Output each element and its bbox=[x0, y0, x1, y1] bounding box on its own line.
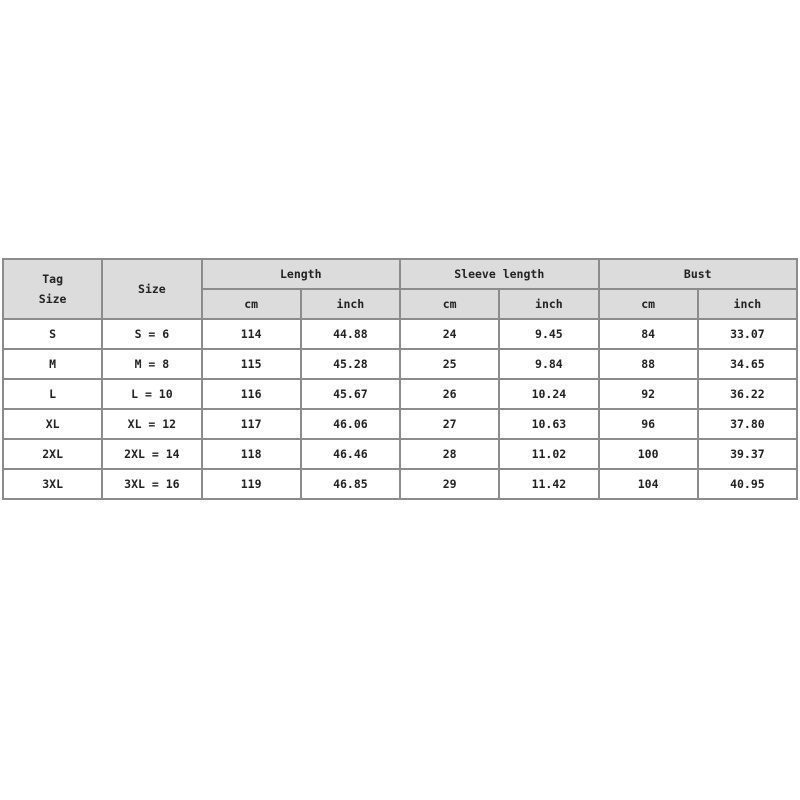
cell-length-cm: 117 bbox=[200, 408, 302, 440]
cell-length-cm: 119 bbox=[200, 468, 302, 500]
header-tag-line2: Size bbox=[38, 292, 67, 306]
cell-length-inch: 45.28 bbox=[299, 348, 402, 380]
header-unit-cm: cm bbox=[597, 288, 699, 320]
header-unit-cm: cm bbox=[200, 288, 302, 320]
table-row: 3XL 3XL = 16 119 46.85 29 11.42 104 40.95 bbox=[1, 468, 799, 500]
cell-bust-inch: 37.80 bbox=[696, 408, 799, 440]
header-sleeve-length: Sleeve length bbox=[399, 258, 600, 290]
cell-tag-size: M bbox=[1, 348, 104, 380]
cell-length-inch: 46.85 bbox=[299, 468, 402, 500]
header-tag-size: Tag Size bbox=[1, 258, 104, 320]
cell-sleeve-inch: 9.84 bbox=[498, 348, 600, 380]
cell-bust-cm: 104 bbox=[597, 468, 699, 500]
cell-length-inch: 45.67 bbox=[299, 378, 402, 410]
header-bust: Bust bbox=[597, 258, 798, 290]
header-unit-inch: inch bbox=[299, 288, 402, 320]
cell-bust-inch: 39.37 bbox=[696, 438, 799, 470]
header-length: Length bbox=[200, 258, 401, 290]
cell-sleeve-inch: 10.63 bbox=[498, 408, 600, 440]
cell-bust-cm: 84 bbox=[597, 318, 699, 350]
header-row-groups: Tag Size Size Length Sleeve length Bust bbox=[1, 258, 798, 320]
table-row: 2XL 2XL = 14 118 46.46 28 11.02 100 39.37 bbox=[1, 438, 799, 470]
cell-bust-inch: 40.95 bbox=[696, 468, 799, 500]
cell-length-cm: 116 bbox=[200, 378, 302, 410]
cell-size: M = 8 bbox=[101, 348, 203, 380]
cell-sleeve-cm: 25 bbox=[398, 348, 501, 380]
cell-length-inch: 46.46 bbox=[299, 438, 402, 470]
cell-tag-size: 2XL bbox=[1, 438, 104, 470]
cell-size: L = 10 bbox=[101, 378, 203, 410]
cell-size: 3XL = 16 bbox=[101, 468, 203, 500]
cell-size: XL = 12 bbox=[101, 408, 203, 440]
cell-bust-cm: 88 bbox=[597, 348, 699, 380]
cell-size: S = 6 bbox=[101, 318, 203, 350]
cell-sleeve-cm: 24 bbox=[398, 318, 501, 350]
cell-length-cm: 115 bbox=[200, 348, 302, 380]
cell-sleeve-inch: 11.02 bbox=[498, 438, 600, 470]
cell-length-inch: 44.88 bbox=[299, 318, 402, 350]
cell-bust-cm: 96 bbox=[597, 408, 699, 440]
cell-sleeve-cm: 29 bbox=[398, 468, 501, 500]
cell-tag-size: L bbox=[1, 378, 104, 410]
header-row-units: cm inch cm inch cm inch bbox=[3, 288, 799, 320]
header-size: Size bbox=[101, 258, 203, 320]
cell-tag-size: 3XL bbox=[1, 468, 104, 500]
cell-sleeve-cm: 28 bbox=[398, 438, 501, 470]
cell-bust-inch: 36.22 bbox=[696, 378, 799, 410]
cell-length-inch: 46.06 bbox=[299, 408, 402, 440]
cell-size: 2XL = 14 bbox=[101, 438, 203, 470]
header-tag-line1: Tag bbox=[42, 272, 64, 286]
cell-bust-cm: 100 bbox=[597, 438, 699, 470]
cell-tag-size: XL bbox=[1, 408, 104, 440]
cell-bust-cm: 92 bbox=[597, 378, 699, 410]
header-unit-cm: cm bbox=[398, 288, 501, 320]
table-row: XL XL = 12 117 46.06 27 10.63 96 37.80 bbox=[1, 408, 799, 440]
cell-sleeve-cm: 26 bbox=[398, 378, 501, 410]
cell-length-cm: 118 bbox=[200, 438, 302, 470]
cell-sleeve-inch: 11.42 bbox=[498, 468, 600, 500]
cell-bust-inch: 34.65 bbox=[696, 348, 799, 380]
cell-sleeve-inch: 10.24 bbox=[498, 378, 600, 410]
header-unit-inch: inch bbox=[498, 288, 600, 320]
size-chart-table: Tag Size Size Length Sleeve length Bust … bbox=[1, 258, 799, 500]
cell-length-cm: 114 bbox=[200, 318, 302, 350]
cell-tag-size: S bbox=[1, 318, 104, 350]
cell-sleeve-cm: 27 bbox=[398, 408, 501, 440]
cell-sleeve-inch: 9.45 bbox=[498, 318, 600, 350]
cell-bust-inch: 33.07 bbox=[696, 318, 799, 350]
header-unit-inch: inch bbox=[696, 288, 799, 320]
